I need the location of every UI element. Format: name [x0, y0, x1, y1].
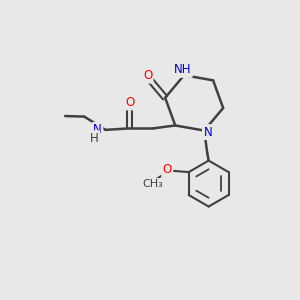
- Text: O: O: [163, 163, 172, 176]
- Text: O: O: [125, 96, 134, 109]
- Text: O: O: [143, 69, 152, 82]
- Text: NH: NH: [174, 63, 191, 76]
- Text: H: H: [90, 132, 99, 145]
- Text: N: N: [93, 123, 102, 136]
- Text: N: N: [203, 125, 212, 139]
- Text: CH₃: CH₃: [142, 179, 163, 189]
